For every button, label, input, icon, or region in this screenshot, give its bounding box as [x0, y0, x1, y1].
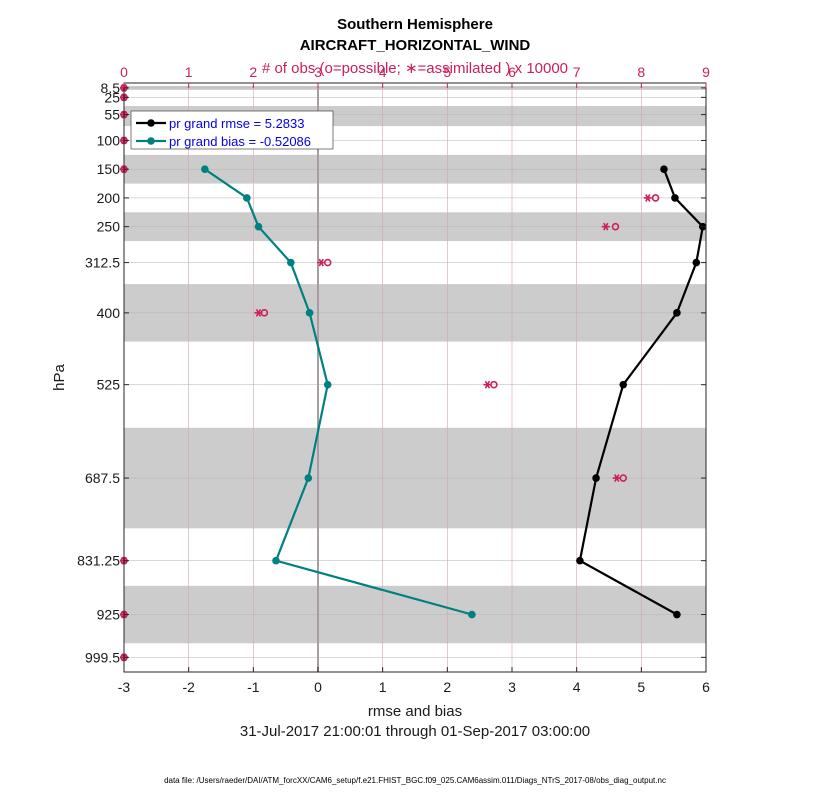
- top-tick-label: 1: [185, 64, 193, 80]
- x-tick-label: 6: [702, 679, 710, 695]
- x-tick-label: 0: [314, 679, 322, 695]
- bias-point: [254, 222, 263, 231]
- top-tick-label: 2: [249, 64, 257, 80]
- legend-label: pr grand bias = -0.52086: [169, 134, 311, 149]
- y-tick-label: 400: [97, 305, 121, 321]
- x-tick-label: 5: [637, 679, 645, 695]
- x-tick-label: 3: [508, 679, 516, 695]
- top-tick-label: 8: [637, 64, 645, 80]
- series-group: [201, 165, 707, 619]
- y-tick-label: 525: [97, 377, 121, 393]
- x-tick-label: -1: [247, 679, 260, 695]
- y-tick-label: 25: [104, 89, 120, 105]
- plot-frame: [123, 82, 707, 673]
- rmse-point: [673, 610, 681, 619]
- bias-point: [243, 194, 251, 202]
- x-tick-label: 4: [573, 679, 581, 695]
- rmse-point: [660, 165, 668, 173]
- y-tick-label: 150: [97, 161, 121, 177]
- bias-point: [468, 610, 476, 619]
- axes: -3 -2 -1 0 1 2 3 4 5 6 0 1 2 3 4 5 6 7 8 9 8.525 55 100 150 200 2…: [77, 64, 710, 695]
- top-tick-label: 5: [443, 64, 451, 80]
- shaded-layers: [124, 85, 706, 644]
- y-tick-label: 100: [97, 132, 121, 148]
- obs-possible-marker: [611, 222, 620, 231]
- y-axis-label: hPa: [51, 364, 68, 391]
- x-axis-label: rmse and bias: [368, 703, 462, 720]
- rmse-point: [673, 309, 681, 317]
- obs-assimilated-marker: [254, 308, 263, 317]
- obs-assimilated-marker: [612, 474, 621, 482]
- y-tick-label: 687.5: [85, 470, 120, 486]
- footnote: data file: /Users/raeder/DAI/ATM_forcXX/…: [164, 776, 666, 785]
- y-tick-label: 200: [97, 190, 121, 206]
- y-tick-label: 999.5: [85, 649, 120, 665]
- legend-label: pr grand rmse = 5.2833: [169, 116, 305, 131]
- legend-marker: [147, 119, 155, 127]
- y-tick-label: 925: [97, 607, 121, 623]
- legend: pr grand rmse = 5.2833 pr grand bias = -0…: [130, 110, 334, 150]
- top-tick-label: 0: [120, 64, 128, 80]
- top-tick-label: 6: [508, 64, 516, 80]
- chart-title: Southern Hemisphere: [337, 16, 493, 33]
- y-tick-label: 8.5: [101, 80, 121, 96]
- obs-assimilated-marker: [643, 194, 652, 202]
- x-tick-label: -2: [182, 679, 195, 695]
- bias-point: [272, 556, 280, 565]
- bias-point: [304, 474, 313, 482]
- rmse-point: [592, 474, 600, 482]
- legend-marker: [147, 137, 155, 145]
- bias-point: [323, 380, 332, 389]
- x-tick-label: 2: [443, 679, 451, 695]
- rmse-point: [576, 556, 584, 565]
- rmse-point: [671, 194, 679, 202]
- obs-assimilated-marker: [601, 222, 610, 231]
- obs-assimilated-marker: [483, 380, 492, 389]
- legend-box: [130, 110, 334, 150]
- y-tick-label: 250: [97, 219, 121, 235]
- chart-subtitle: AIRCRAFT_HORIZONTAL_WIND: [300, 37, 531, 54]
- x-tick-label: -3: [118, 679, 131, 695]
- rmse-point: [619, 380, 628, 389]
- date-range: 31-Jul-2017 21:00:01 through 01-Sep-2017…: [240, 723, 590, 740]
- top-tick-label: 3: [314, 64, 322, 80]
- y-tick-label: 831.25: [77, 553, 120, 569]
- obs-assimilated-marker: [317, 258, 326, 267]
- top-tick-label: 7: [573, 64, 581, 80]
- bias-point: [201, 165, 209, 173]
- top-axis-label: # of obs (o=possible; ∗=assimilated ) x …: [262, 60, 568, 77]
- x-tick-label: 1: [379, 679, 387, 695]
- top-tick-label: 9: [702, 64, 710, 80]
- y-tick-label: 55: [104, 107, 120, 123]
- y-tick-label: 312.5: [85, 255, 120, 271]
- bias-point: [305, 309, 314, 317]
- bias-point: [287, 258, 295, 267]
- rmse-point: [692, 258, 701, 267]
- top-tick-label: 4: [379, 64, 387, 80]
- obs-possible-marker: [651, 194, 660, 202]
